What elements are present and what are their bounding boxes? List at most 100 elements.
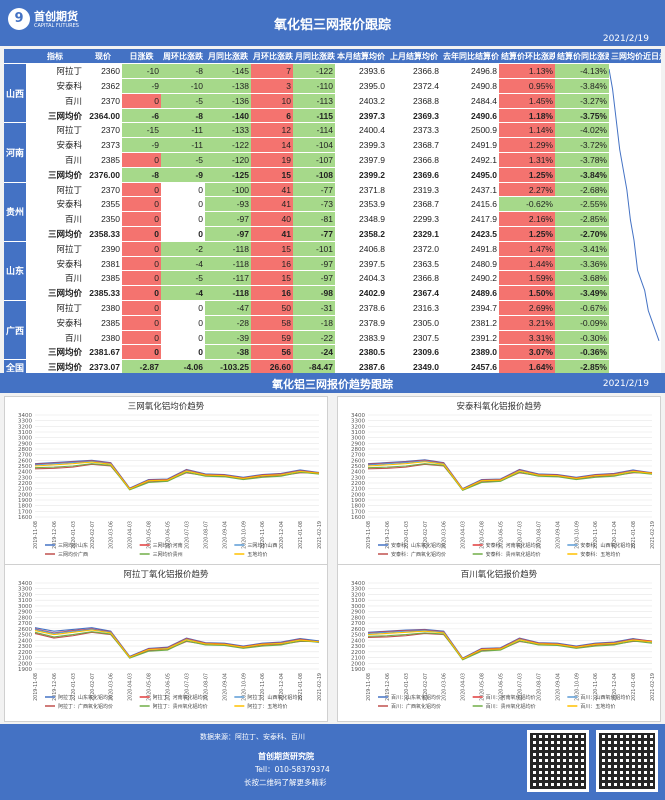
table-cell: 2491.8 xyxy=(441,241,499,257)
x-tick-label: 2019-12-06 xyxy=(385,521,391,549)
x-tick-label: 2020-09-04 xyxy=(555,521,561,549)
y-tick-label: 3400 xyxy=(18,581,32,587)
table-cell: 2362 xyxy=(84,78,122,94)
table-cell: 0 xyxy=(122,344,161,361)
table-cell: 2390 xyxy=(84,241,122,257)
table-cell: 2385.33 xyxy=(84,285,122,302)
page-title: 氧化铝三网报价跟踪 xyxy=(273,18,391,33)
table-cell: 2381.2 xyxy=(441,315,499,331)
table-cell: 2380.5 xyxy=(335,344,387,361)
chart-aladdin: 阿拉丁氧化铝报价趋势 190020002100220023002400250026… xyxy=(18,569,323,710)
table-cell: 2404.3 xyxy=(335,270,387,287)
table-cell: 2397.9 xyxy=(335,152,387,168)
table-cell: 2490.2 xyxy=(441,270,499,287)
footer-tel: Tell：010-58379374 xyxy=(255,765,330,774)
y-tick-label: 3200 xyxy=(18,592,32,598)
table-cell: -120 xyxy=(205,152,251,168)
price-table: 指标 现价 日涨跌 周环比涨跌 月同比涨跌 月环比涨跌 月同比涨跌 本月结算均价 上月结算均价去… xyxy=(4,49,661,376)
row-label: 百川 xyxy=(26,330,84,346)
row-label: 百川 xyxy=(26,211,84,228)
table-cell: 2484.4 xyxy=(441,93,499,109)
table-cell: 56 xyxy=(251,344,293,361)
table-cell: 2370 xyxy=(84,122,122,139)
table-cell: -3.78% xyxy=(555,152,609,168)
x-tick-label: 2020-11-06 xyxy=(260,521,266,549)
chart-title: 三网氧化铝均价趋势 xyxy=(128,401,205,412)
table-cell: -5 xyxy=(161,93,205,109)
sparkline-cell xyxy=(609,359,661,376)
table-cell: 2366.8 xyxy=(387,152,441,168)
y-tick-label: 1900 xyxy=(351,498,365,504)
table-cell: 2366.8 xyxy=(387,63,441,80)
table-cell: -22 xyxy=(293,330,335,346)
table-row: 山西 阿拉丁 2360 -10 -8 -145 7 -122 2393.6 2366.8 2496.… xyxy=(4,63,661,124)
x-tick-label: 2021-01-08 xyxy=(631,673,637,701)
legend-label: 阿拉丁：山西氧化铝均价 xyxy=(247,694,302,701)
table-cell: -9 xyxy=(122,137,161,154)
y-tick-label: 1600 xyxy=(18,515,32,521)
x-tick-label: 2020-05-08 xyxy=(147,521,153,549)
table-cell: 2.16% xyxy=(499,211,555,228)
report-date: 2021/2/19 xyxy=(602,34,649,44)
y-tick-label: 2100 xyxy=(18,487,32,493)
sparkline-cell xyxy=(609,63,661,80)
row-label: 安泰科 xyxy=(26,78,84,94)
sparkline-cell xyxy=(609,256,661,272)
legend-label: 阿拉丁：广西氧化铝均价 xyxy=(58,703,113,710)
series-line xyxy=(367,632,653,661)
table-cell: -140 xyxy=(205,108,251,124)
row-label: 三网均价 xyxy=(26,359,84,376)
table-cell: -18 xyxy=(293,315,335,331)
qr-code-icon[interactable] xyxy=(527,730,589,792)
table-cell: -47 xyxy=(205,300,251,316)
legend-label: 安泰科：五地均价 xyxy=(580,551,620,558)
y-tick-label: 2400 xyxy=(18,638,32,644)
table-cell: 2490.6 xyxy=(441,108,499,124)
table-cell: 0 xyxy=(161,196,205,213)
y-tick-label: 1800 xyxy=(351,504,365,510)
table-row: 三网均价 2358.33 0 0 -97 41 -77 2358.2 2329.1 2423.5 1… xyxy=(4,226,661,242)
y-tick-label: 2600 xyxy=(18,458,32,464)
row-label: 安泰科 xyxy=(26,256,84,272)
table-cell: 2364.00 xyxy=(84,108,122,124)
table-cell: 2319.3 xyxy=(387,182,441,198)
table-cell: 2358.2 xyxy=(335,226,387,242)
x-tick-label: 2020-03-06 xyxy=(442,673,448,701)
y-tick-label: 3400 xyxy=(351,581,365,587)
table-cell: 2423.5 xyxy=(441,226,499,242)
column-header: 现价 xyxy=(84,49,122,65)
table-row: 三网均价 2376.00 -8 -9 -125 15 -108 2399.2 2369.6 249… xyxy=(4,167,661,183)
x-tick-label: 2021-01-08 xyxy=(298,673,304,701)
x-tick-label: 2020-12-04 xyxy=(612,521,618,549)
table-cell: 0 xyxy=(161,300,205,316)
table-cell: 2358.33 xyxy=(84,226,122,242)
x-tick-label: 2020-01-03 xyxy=(404,673,410,701)
y-tick-label: 1700 xyxy=(18,509,32,515)
x-tick-label: 2020-04-03 xyxy=(461,521,467,549)
y-tick-label: 2600 xyxy=(351,458,365,464)
table-cell: 3.21% xyxy=(499,315,555,331)
table-cell: -6 xyxy=(122,108,161,124)
table-cell: 6 xyxy=(251,108,293,124)
table-cell: -24 xyxy=(293,344,335,361)
qr-code-icon[interactable] xyxy=(596,730,658,792)
row-label: 三网均价 xyxy=(26,226,84,242)
header-spacer xyxy=(4,49,26,65)
recent-trend-sparkline xyxy=(609,68,660,341)
table-cell: 0.95% xyxy=(499,78,555,94)
table-cell: -3.72% xyxy=(555,137,609,154)
table-cell: 2399.2 xyxy=(335,167,387,183)
table-cell: -11 xyxy=(161,137,205,154)
table-cell: 2383.9 xyxy=(335,330,387,346)
footer: 数据来源：阿拉丁、安泰科、百川 首创期货研究院 Tell：010-5837937… xyxy=(0,724,665,800)
table-cell: -138 xyxy=(205,78,251,94)
y-tick-label: 1900 xyxy=(351,667,365,673)
table-cell: 2495.0 xyxy=(441,167,499,183)
table-row: 百川 2385 0 -5 -117 15 -97 2404.3 2366.8 2490.2 1.59… xyxy=(4,270,661,287)
table-cell: 0 xyxy=(161,315,205,331)
x-tick-label: 2020-08-07 xyxy=(536,521,542,549)
y-tick-label: 3400 xyxy=(18,413,32,419)
table-cell: -0.62% xyxy=(499,196,555,213)
sparkline-cell xyxy=(609,330,661,346)
table-cell: -73 xyxy=(293,196,335,213)
